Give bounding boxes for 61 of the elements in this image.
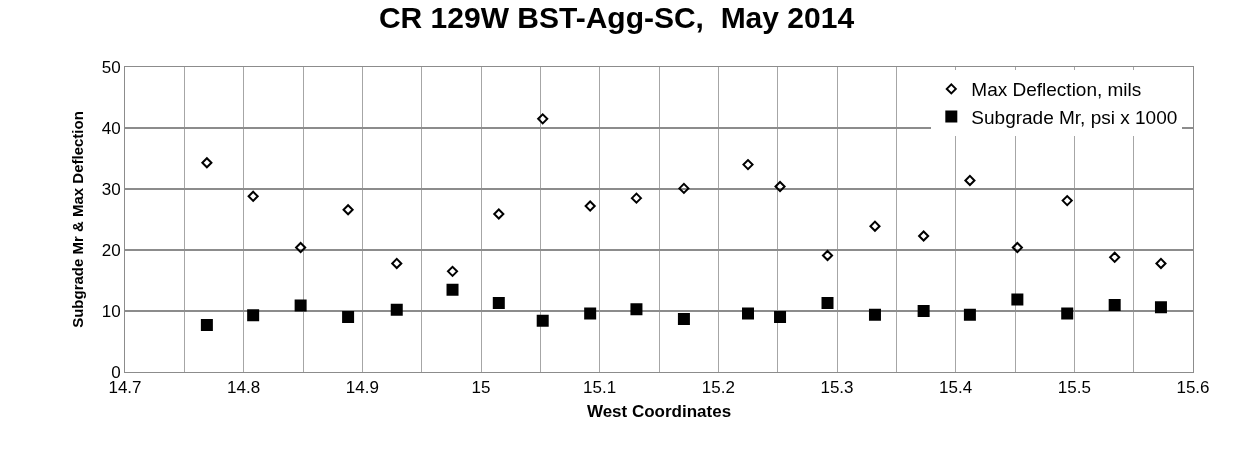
point <box>1109 251 1121 263</box>
x-tick-label: 15.6 <box>1176 378 1210 398</box>
x-tick-label: 15.5 <box>1057 378 1091 398</box>
x-tick-label: 14.8 <box>227 378 261 398</box>
y-tick-label: 10 <box>101 301 121 321</box>
point <box>677 312 690 325</box>
point <box>446 283 459 296</box>
point <box>964 174 976 187</box>
legend-label: Subgrade Mr, psi x 1000 <box>971 107 1178 129</box>
x-tick-label: 15.4 <box>939 378 973 398</box>
point <box>869 220 881 232</box>
point <box>584 200 596 212</box>
point <box>200 319 213 332</box>
point <box>247 190 259 202</box>
point <box>630 192 642 204</box>
point <box>1155 257 1167 269</box>
chart-title: CR 129W BST-Agg-SC, May 2014 <box>378 0 855 34</box>
point <box>917 305 930 317</box>
point <box>774 311 787 324</box>
x-axis-title: West Coordinates <box>586 401 732 421</box>
point <box>537 113 549 125</box>
point <box>342 204 354 216</box>
point <box>821 297 834 310</box>
point <box>1108 298 1121 311</box>
y-tick-label: 20 <box>101 240 121 260</box>
point <box>630 303 643 316</box>
y-tick-label: 30 <box>101 179 121 199</box>
point <box>536 314 549 327</box>
point <box>1061 307 1074 320</box>
point <box>868 308 881 321</box>
point <box>295 242 307 254</box>
x-tick-label: 15.1 <box>583 378 617 398</box>
y-tick-label: 40 <box>101 118 121 138</box>
point <box>1154 301 1167 314</box>
point <box>201 157 213 169</box>
point <box>294 299 307 312</box>
point <box>918 230 930 242</box>
x-tick-label: 15 <box>471 378 491 398</box>
point <box>742 307 754 320</box>
point <box>492 297 505 310</box>
point <box>742 159 754 171</box>
point <box>1061 195 1073 207</box>
point <box>391 257 403 269</box>
x-tick-label: 14.9 <box>345 378 379 398</box>
y-tick-label: 50 <box>101 57 121 77</box>
y-axis-title: Subgrade Mr & Max Deflection <box>68 111 86 328</box>
x-tick-label: 15.2 <box>701 378 735 398</box>
point <box>678 182 690 194</box>
point <box>1011 242 1023 254</box>
point <box>342 311 355 324</box>
point <box>774 181 786 193</box>
point <box>247 309 260 322</box>
point <box>1011 293 1024 306</box>
legend-label: Max Deflection, mils <box>971 79 1142 101</box>
point <box>493 208 505 220</box>
point <box>584 307 597 320</box>
point <box>963 308 976 321</box>
point <box>821 249 834 262</box>
x-tick-label: 15.3 <box>820 378 854 398</box>
point <box>446 265 459 277</box>
point <box>390 303 403 316</box>
